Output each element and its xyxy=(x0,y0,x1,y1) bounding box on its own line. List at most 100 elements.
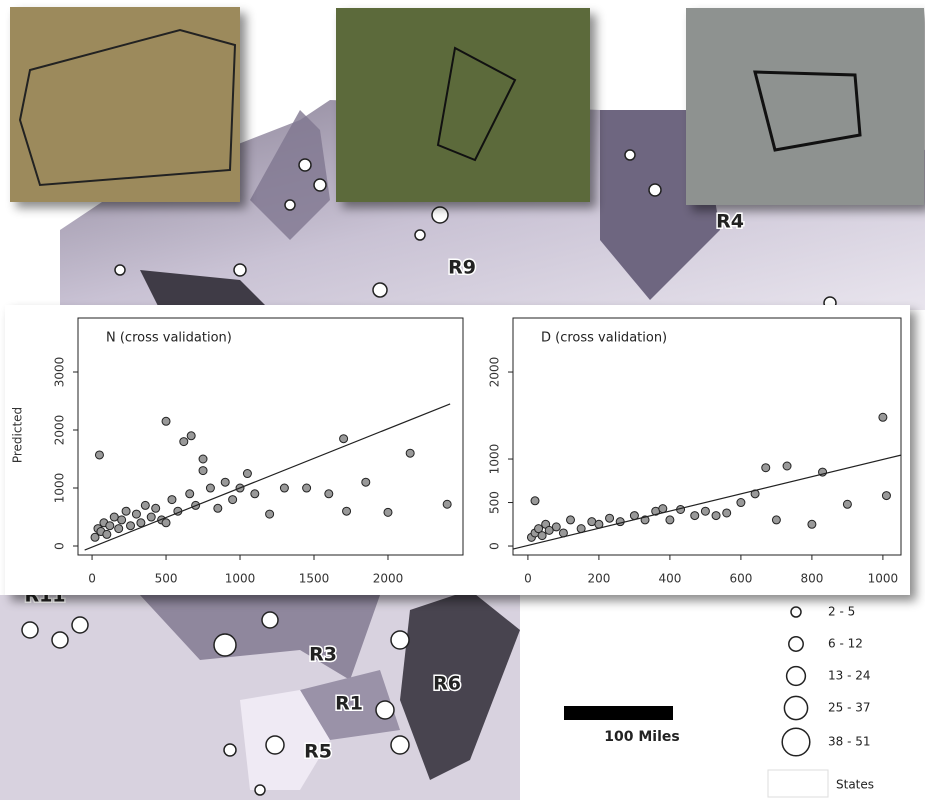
point xyxy=(443,500,451,508)
y-tick-label: 2000 xyxy=(53,415,67,446)
point xyxy=(691,512,699,520)
y-tick-label: 1000 xyxy=(488,444,502,475)
x-tick-label: 400 xyxy=(658,572,681,586)
region-label: R1 xyxy=(335,693,363,715)
point xyxy=(168,496,176,504)
point xyxy=(783,462,791,470)
point xyxy=(340,435,348,443)
point xyxy=(106,522,114,530)
point xyxy=(701,507,709,515)
point xyxy=(362,478,370,486)
point xyxy=(147,513,155,521)
x-tick-label: 1000 xyxy=(225,572,256,586)
point xyxy=(882,492,890,500)
y-tick-label: 2000 xyxy=(488,357,502,388)
point xyxy=(162,519,170,527)
point xyxy=(221,478,229,486)
point xyxy=(251,490,259,498)
figure: R4 R9 R11 R3 R1 R6 R5 100 Miles States 2… xyxy=(0,0,925,800)
region-label: R5 xyxy=(304,741,332,763)
chart-title: N (cross validation) xyxy=(106,331,232,346)
point xyxy=(843,500,851,508)
point xyxy=(127,522,135,530)
y-tick-label: 3000 xyxy=(53,357,67,388)
region-label: R4 xyxy=(716,211,744,233)
point xyxy=(118,516,126,524)
legend-label: 25 - 37 xyxy=(828,701,871,715)
point xyxy=(538,532,546,540)
legend-symbol xyxy=(784,696,807,719)
point xyxy=(141,501,149,509)
point xyxy=(343,507,351,515)
point xyxy=(737,499,745,507)
legend-label: 2 - 5 xyxy=(828,605,855,619)
point xyxy=(666,516,674,524)
scale-bar xyxy=(564,706,673,720)
point xyxy=(567,516,575,524)
point xyxy=(266,510,274,518)
y-tick-label: 0 xyxy=(53,542,67,550)
point xyxy=(103,530,111,538)
x-tick-label: 800 xyxy=(800,572,823,586)
point xyxy=(132,510,140,518)
point xyxy=(606,514,614,522)
legend-symbol xyxy=(791,607,801,617)
region-label: R3 xyxy=(309,644,337,666)
x-tick-label: 500 xyxy=(155,572,178,586)
point xyxy=(384,508,392,516)
point xyxy=(180,438,188,446)
point xyxy=(152,504,160,512)
x-tick-label: 1000 xyxy=(868,572,899,586)
region-label: R6 xyxy=(433,673,461,695)
scale-label: 100 Miles xyxy=(604,729,679,745)
x-tick-label: 1500 xyxy=(299,572,330,586)
point xyxy=(115,525,123,533)
point xyxy=(110,513,118,521)
point xyxy=(214,504,222,512)
x-tick-label: 0 xyxy=(88,572,96,586)
legend-label: 6 - 12 xyxy=(828,637,863,651)
region-label: R9 xyxy=(448,257,476,279)
point xyxy=(199,455,207,463)
legend-symbol xyxy=(782,728,810,756)
point xyxy=(187,432,195,440)
y-tick-label: 1000 xyxy=(53,473,67,504)
point xyxy=(552,523,560,531)
legend-symbol xyxy=(787,667,806,686)
point xyxy=(808,520,816,528)
legend-label: States xyxy=(836,778,874,792)
point xyxy=(325,490,333,498)
point xyxy=(723,509,731,517)
legend-label: 13 - 24 xyxy=(828,669,871,683)
x-tick-label: 200 xyxy=(587,572,610,586)
x-tick-label: 2000 xyxy=(373,572,404,586)
point xyxy=(762,464,770,472)
y-tick-label: 0 xyxy=(488,542,502,550)
point xyxy=(122,507,130,515)
chart-panel xyxy=(5,305,910,595)
point xyxy=(229,496,237,504)
x-tick-label: 0 xyxy=(524,572,532,586)
point xyxy=(137,519,145,527)
point xyxy=(531,497,539,505)
point xyxy=(712,512,720,520)
point xyxy=(186,490,194,498)
point xyxy=(879,413,887,421)
chart-title: D (cross validation) xyxy=(541,331,667,346)
point xyxy=(95,451,103,459)
y-axis-label: Predicted xyxy=(11,407,25,463)
point xyxy=(772,516,780,524)
point xyxy=(280,484,288,492)
legend-symbol xyxy=(789,637,803,651)
point xyxy=(199,467,207,475)
point xyxy=(659,505,667,513)
point xyxy=(406,449,414,457)
point xyxy=(162,417,170,425)
point xyxy=(206,484,214,492)
legend-label: 38 - 51 xyxy=(828,735,871,749)
point xyxy=(616,518,624,526)
y-tick-label: 500 xyxy=(488,491,502,514)
x-tick-label: 600 xyxy=(729,572,752,586)
point xyxy=(303,484,311,492)
point xyxy=(243,470,251,478)
